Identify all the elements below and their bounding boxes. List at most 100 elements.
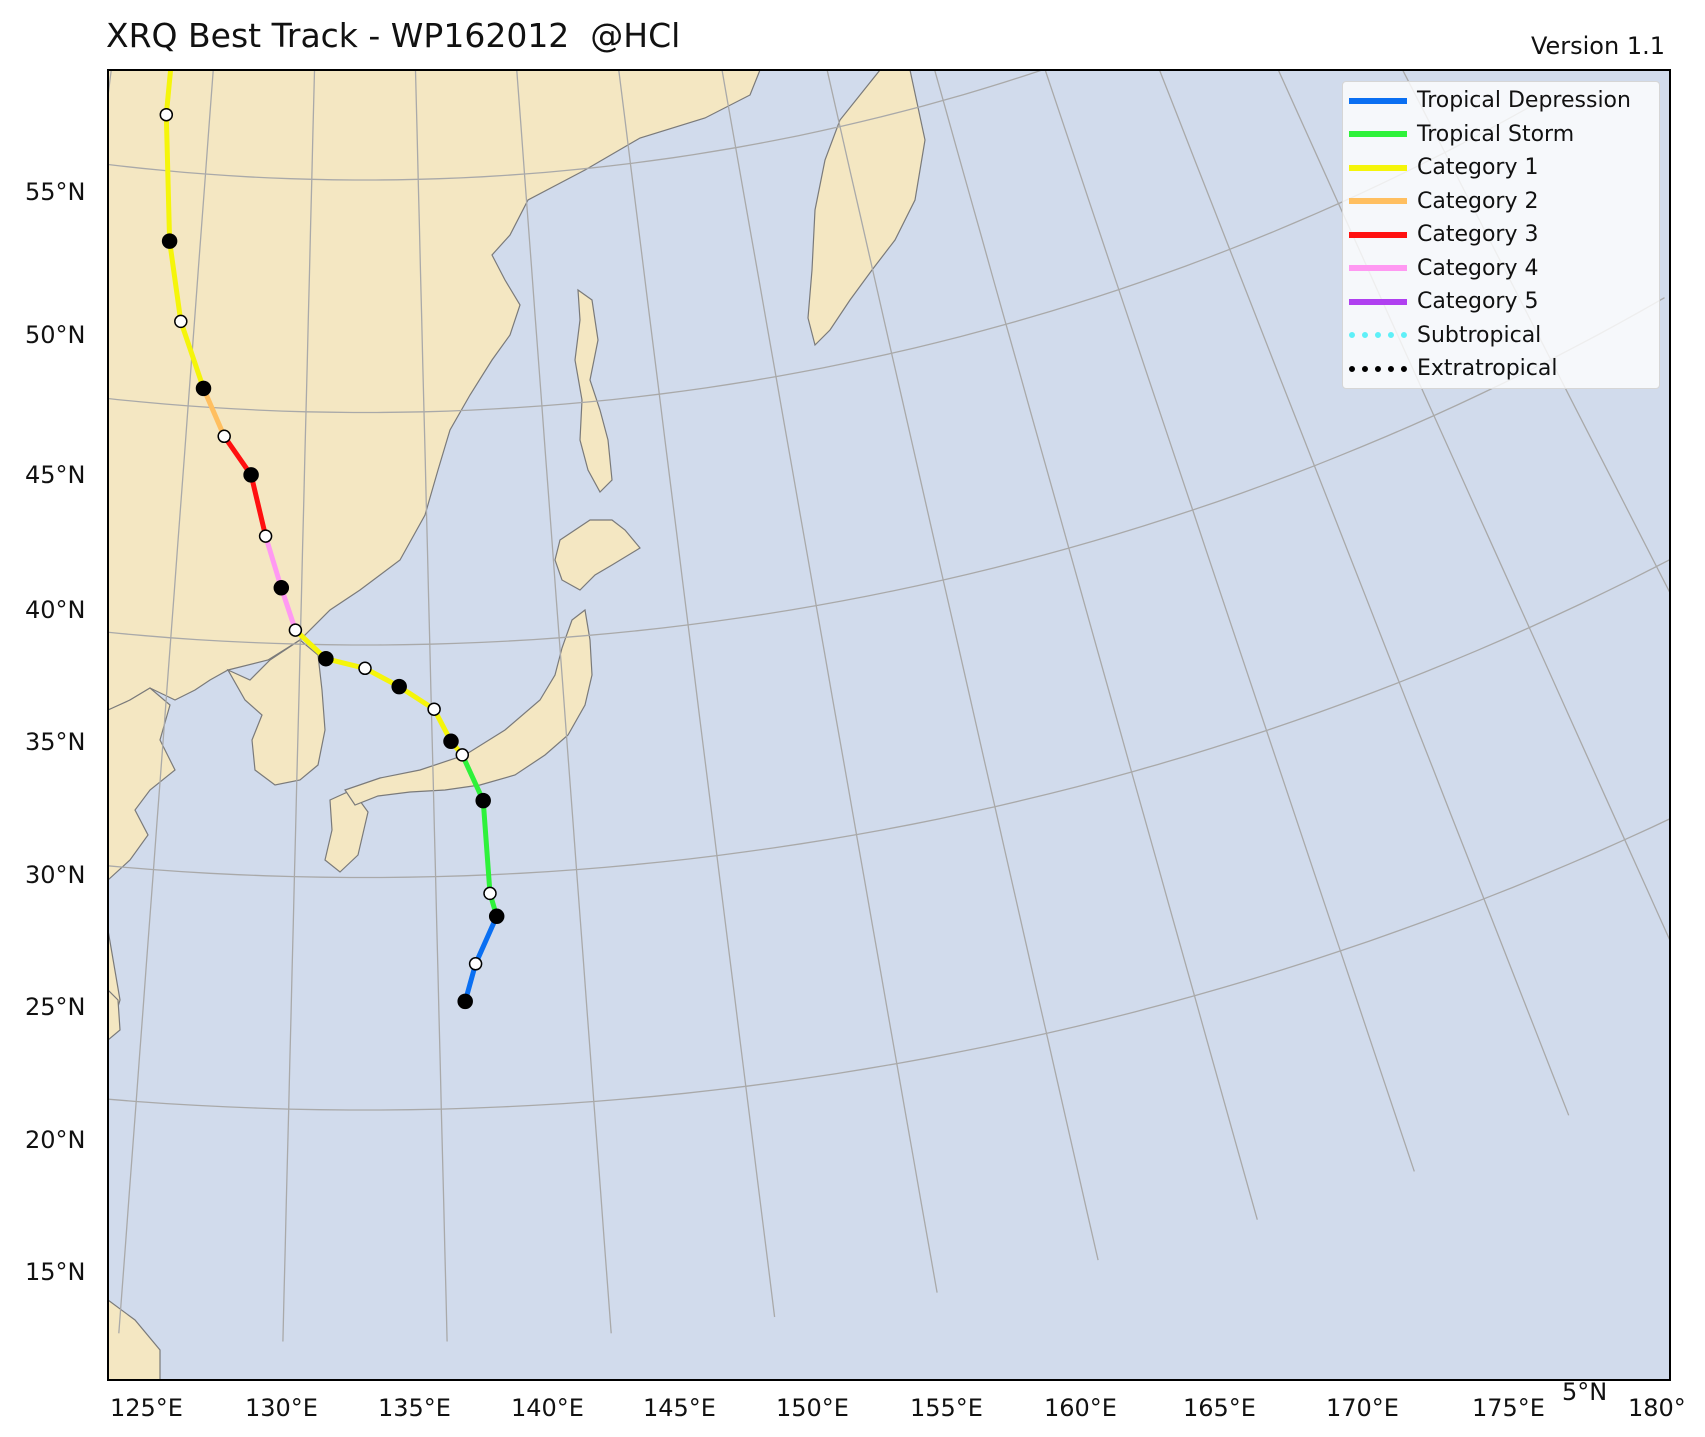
land-taiwan xyxy=(108,989,121,1041)
legend-item-cat3: Category 3 xyxy=(1343,218,1659,251)
lon-label-175: 175°E xyxy=(1472,1394,1545,1422)
legend-swatch-cat1 xyxy=(1349,164,1407,171)
land-korea xyxy=(226,639,326,786)
meridian-line xyxy=(516,70,612,1334)
lat-label-40: 40°N xyxy=(25,596,86,624)
track-segment xyxy=(163,70,174,118)
track-segment xyxy=(459,752,486,804)
track-point-00z xyxy=(443,733,459,750)
legend-label-ts: Tropical Storm xyxy=(1417,121,1575,147)
land-luzon xyxy=(108,1299,161,1380)
track-segment xyxy=(163,112,173,244)
legend-label-cat3: Category 3 xyxy=(1417,222,1539,247)
legend-label-extratropical: Extratropical xyxy=(1417,356,1558,381)
track-segment xyxy=(473,913,500,967)
legend-swatch-subtropical xyxy=(1349,332,1407,338)
track-point-12z xyxy=(455,748,470,762)
land-sakhalin xyxy=(574,288,613,493)
track-point-12z xyxy=(288,623,303,637)
lat-label-5: 5°N xyxy=(1562,1378,1607,1406)
version-label: Version 1.1 xyxy=(1530,32,1665,60)
lat-label-15: 15°N xyxy=(25,1258,86,1286)
legend-item-cat1: Category 1 xyxy=(1343,151,1659,184)
lat-label-25: 25°N xyxy=(25,993,86,1021)
track-point-12z xyxy=(427,702,441,716)
land-china-coast xyxy=(108,687,176,881)
lon-label-140: 140°E xyxy=(511,1394,584,1422)
lon-label-135: 135°E xyxy=(378,1394,451,1422)
legend-swatch-cat5 xyxy=(1349,298,1407,305)
legend-item-cat4: Category 4 xyxy=(1343,252,1659,285)
meridian-line xyxy=(1044,70,1415,1172)
track-point-12z xyxy=(174,314,188,329)
legend-label-cat5: Category 5 xyxy=(1417,289,1539,314)
track-point-00z xyxy=(488,908,505,925)
longitude-labels: 125°E 130°E 135°E 140°E 145°E 150°E 155°… xyxy=(110,1394,1686,1422)
track-point-12z xyxy=(468,957,483,971)
graticule xyxy=(108,70,1670,1342)
land-hokkaido xyxy=(554,519,641,591)
track-point-00z xyxy=(391,678,407,695)
track-point-12z xyxy=(483,886,497,901)
track-point-00z xyxy=(475,792,491,809)
track-segment xyxy=(263,533,284,591)
legend-swatch-cat4 xyxy=(1349,265,1407,271)
legend-swatch-ts xyxy=(1349,131,1407,137)
storm-track xyxy=(159,70,505,1010)
lat-label-35: 35°N xyxy=(25,728,86,756)
latitude-labels: 55°N 50°N 45°N 40°N 35°N 30°N 25°N 20°N … xyxy=(25,178,1607,1406)
legend-label-subtropical: Subtropical xyxy=(1417,322,1542,348)
lon-label-130: 130°E xyxy=(245,1394,318,1422)
map-title: XRQ Best Track - WP162012 @HCl xyxy=(106,16,681,55)
meridian-line xyxy=(1158,70,1570,1116)
land-kamchatka xyxy=(807,70,926,347)
track-point-12z xyxy=(258,529,273,543)
lat-label-50: 50°N xyxy=(25,321,86,349)
track-segment xyxy=(201,385,227,439)
lon-label-160: 160°E xyxy=(1044,1394,1117,1422)
legend-item-cat2: Category 2 xyxy=(1343,185,1659,218)
legend-label-td: Tropical Depression xyxy=(1417,88,1631,113)
track-point-00z xyxy=(457,993,473,1010)
track-point-00z xyxy=(243,467,259,483)
lon-label-165: 165°E xyxy=(1183,1394,1256,1422)
legend: Tropical Depression Tropical Storm Categ… xyxy=(1342,81,1660,389)
legend-item-cat5: Category 5 xyxy=(1343,285,1659,318)
legend-item-extratropical: Extratropical xyxy=(1343,352,1659,385)
legend-label-cat1: Category 1 xyxy=(1417,155,1539,180)
track-point-00z xyxy=(195,380,212,397)
lon-label-150: 150°E xyxy=(776,1394,849,1422)
track-point-12z xyxy=(358,661,372,676)
meridian-line xyxy=(414,70,448,1342)
legend-swatch-cat2 xyxy=(1349,198,1407,204)
legend-label-cat4: Category 4 xyxy=(1417,255,1539,281)
lon-label-180: 180° xyxy=(1628,1394,1686,1422)
meridian-line xyxy=(618,70,776,1318)
lon-label-155: 155°E xyxy=(910,1394,983,1422)
land-honshu xyxy=(344,608,593,806)
track-segment xyxy=(480,798,493,896)
legend-item-td: Tropical Depression xyxy=(1343,84,1659,117)
map-frame xyxy=(107,69,1671,1381)
track-point-00z xyxy=(318,650,334,667)
track-segment xyxy=(178,318,206,391)
lat-label-30: 30°N xyxy=(25,861,86,889)
meridian-line xyxy=(721,70,938,1293)
legend-label-cat2: Category 2 xyxy=(1417,188,1539,214)
meridian-line xyxy=(826,70,1099,1261)
track-point-12z xyxy=(217,429,231,444)
track-segment xyxy=(248,472,269,539)
track-point-00z xyxy=(161,233,178,249)
meridian-line xyxy=(282,70,316,1342)
legend-swatch-td xyxy=(1349,97,1407,104)
lat-label-45: 45°N xyxy=(25,461,86,489)
lon-label-125: 125°E xyxy=(110,1394,183,1422)
legend-swatch-extratropical xyxy=(1349,365,1407,372)
lon-label-145: 145°E xyxy=(643,1394,716,1422)
track-segment xyxy=(167,238,184,324)
track-point-12z xyxy=(159,107,174,122)
track-point-00z xyxy=(273,580,290,596)
legend-swatch-cat3 xyxy=(1349,231,1407,238)
meridian-line xyxy=(933,70,1258,1220)
lat-label-55: 55°N xyxy=(25,178,86,206)
